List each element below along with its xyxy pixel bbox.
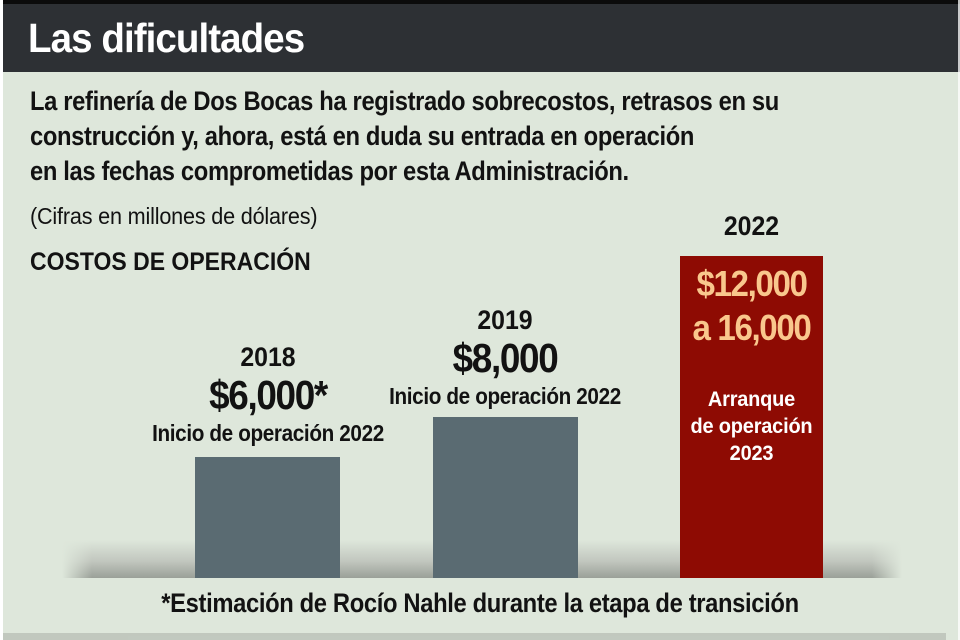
chart-title: COSTOS DE OPERACIÓN <box>30 248 311 276</box>
year-label: 2022 <box>723 211 780 241</box>
bar-2019 <box>433 417 578 578</box>
page-title: Las dificultades <box>28 14 305 61</box>
bar-2022: $12,000 a 16,000 Arranque de operación 2… <box>680 256 823 578</box>
value-range-line: a 16,000 <box>692 307 812 348</box>
value-range-label: $12,000 a 16,000 <box>686 262 818 350</box>
intro-line: construcción y, ahora, está en duda su e… <box>30 121 695 151</box>
label-group-2019: 2019 $8,000 Inicio de operación 2022 <box>355 305 655 410</box>
year-label: 2018 <box>240 342 296 372</box>
start-label-line: 2023 <box>729 442 774 465</box>
left-border <box>0 0 3 640</box>
value-label: $6,000* <box>209 372 328 418</box>
start-label: Arranque de operación 2023 <box>684 386 820 467</box>
bar-2018 <box>195 457 340 578</box>
intro-line: La refinería de Dos Bocas ha registrado … <box>30 86 779 116</box>
value-label: $8,000 <box>452 335 559 381</box>
label-group-2022: 2022 <box>680 211 823 241</box>
value-range-line: $12,000 <box>696 263 807 304</box>
intro-text: La refinería de Dos Bocas ha registrado … <box>30 84 779 189</box>
intro-line: en las fechas comprometidas por esta Adm… <box>30 156 629 186</box>
header-bar: Las dificultades <box>0 4 960 72</box>
right-border <box>958 0 960 640</box>
label-group-2018: 2018 $6,000* Inicio de operación 2022 <box>118 342 418 447</box>
start-label: Inicio de operación 2022 <box>389 383 621 409</box>
start-label: Inicio de operación 2022 <box>152 420 384 446</box>
units-note: (Cifras en millones de dólares) <box>30 203 318 229</box>
start-label-line: de operación <box>690 415 813 438</box>
year-label: 2019 <box>477 305 533 335</box>
start-label-line: Arranque <box>707 388 796 411</box>
bottom-border <box>0 633 946 640</box>
top-border <box>0 0 960 4</box>
footnote: *Estimación de Rocío Nahle durante la et… <box>161 588 799 618</box>
